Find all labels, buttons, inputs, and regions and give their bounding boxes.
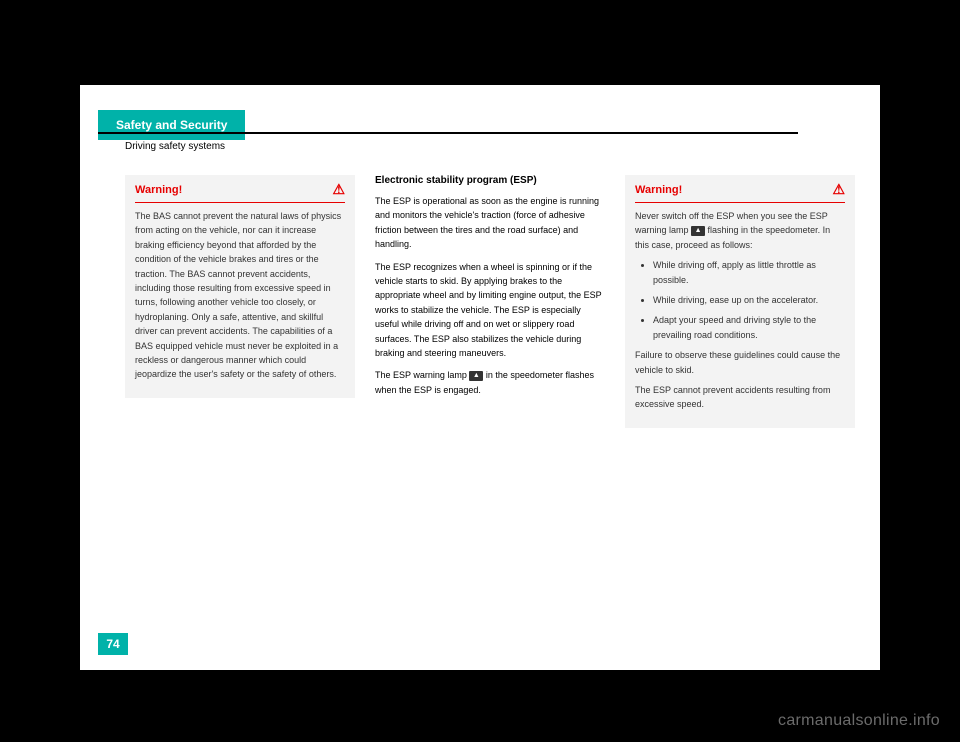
warning-intro: Never switch off the ESP when you see th… [635,209,845,252]
watermark: carmanualsonline.info [778,712,940,730]
section-tab: Safety and Security [98,110,245,140]
warning-divider [635,202,845,203]
warning-body-esp: Never switch off the ESP when you see th… [625,209,855,428]
warning-bullet-list: While driving off, apply as little throt… [635,258,845,342]
esp-lamp-icon: ▲ [691,226,705,236]
esp-p2: The ESP recognizes when a wheel is spinn… [375,260,605,361]
esp-body: The ESP is operational as soon as the en… [375,194,605,397]
esp-p1: The ESP is operational as soon as the en… [375,194,605,252]
page-number: 74 [98,633,128,655]
column-left: Warning! ⚠ The BAS cannot prevent the na… [125,175,355,398]
esp-p3a: The ESP warning lamp [375,370,469,380]
warning-title: Warning! [135,184,182,196]
warning-bullet: While driving off, apply as little throt… [653,258,845,287]
warning-text: The BAS cannot prevent the natural laws … [135,209,345,382]
warning-box-esp: Warning! ⚠ Never switch off the ESP when… [625,175,855,428]
esp-heading: Electronic stability program (ESP) [375,175,605,186]
warning-divider [135,202,345,203]
column-middle: Electronic stability program (ESP) The E… [375,175,605,405]
warning-outro2: The ESP cannot prevent accidents resulti… [635,383,845,412]
esp-p3: The ESP warning lamp ▲ in the speedomete… [375,368,605,397]
warning-triangle-icon: ⚠ [832,181,845,198]
header-underline [98,132,798,134]
section-subtitle: Driving safety systems [125,141,225,152]
warning-outro1: Failure to observe these guidelines coul… [635,348,845,377]
warning-triangle-icon: ⚠ [332,181,345,198]
warning-box-bas: Warning! ⚠ The BAS cannot prevent the na… [125,175,355,398]
warning-body-bas: The BAS cannot prevent the natural laws … [125,209,355,398]
esp-lamp-icon: ▲ [469,371,483,381]
warning-title: Warning! [635,184,682,196]
warning-header: Warning! ⚠ [125,175,355,202]
column-right: Warning! ⚠ Never switch off the ESP when… [625,175,855,428]
warning-header: Warning! ⚠ [625,175,855,202]
warning-bullet: Adapt your speed and driving style to th… [653,313,845,342]
manual-page: Safety and Security Driving safety syste… [80,85,880,670]
warning-bullet: While driving, ease up on the accelerato… [653,293,845,307]
